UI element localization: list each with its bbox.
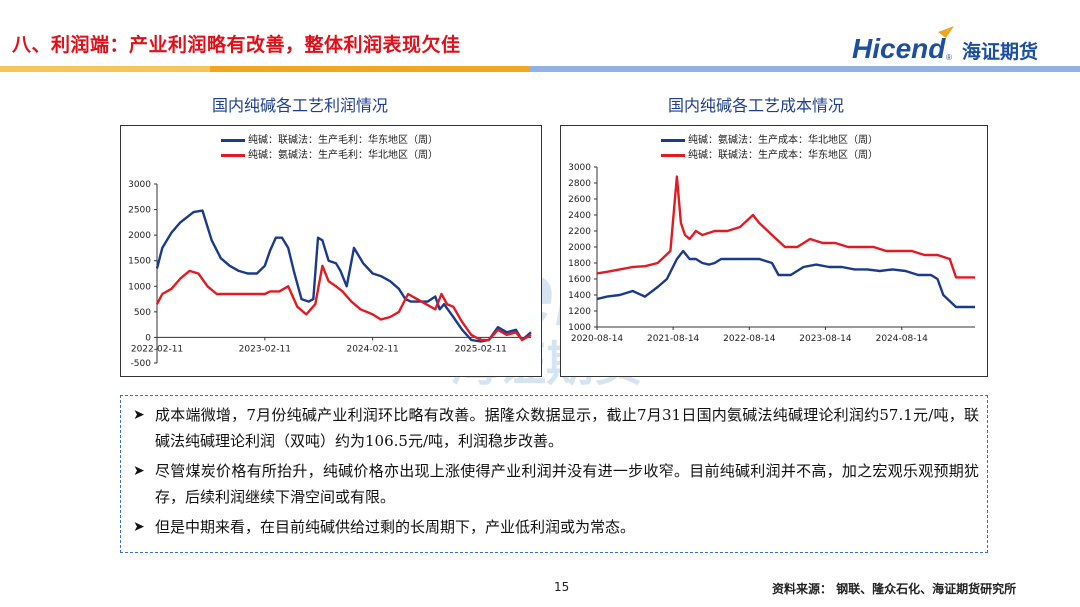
y-tick-label: 2500 <box>128 206 151 216</box>
legend-swatch <box>661 139 685 142</box>
legend-swatch <box>221 154 245 157</box>
legend-swatch <box>661 154 685 157</box>
note-text: 但是中期来看，在目前纯碱供给过剩的长周期下，产业低利润或为常态。 <box>155 518 636 536</box>
legend-label: 纯碱：联碱法：生产成本：华东地区（周） <box>688 150 878 161</box>
chart-title-cost: 国内纯碱各工艺成本情况 <box>668 96 845 115</box>
y-tick-label: -500 <box>131 359 152 369</box>
y-tick-label: 2800 <box>568 179 591 189</box>
legend-label: 纯碱：氨碱法：生产毛利：华北地区（周） <box>248 150 438 161</box>
logo-cn: 海证期货 <box>962 40 1038 63</box>
legend-item: 纯碱：氨碱法：生产成本：华北地区（周） <box>661 133 878 148</box>
y-tick-label: 1600 <box>568 275 591 285</box>
x-tick-label: 2024-02-11 <box>346 344 398 354</box>
cost-chart: 纯碱：氨碱法：生产成本：华北地区（周） 纯碱：联碱法：生产成本：华东地区（周） … <box>560 125 988 377</box>
series-line-1 <box>155 209 532 343</box>
note-item: ➤ 成本端微增，7月份纯碱产业利润环比略有改善。据隆众数据显示，截止7月31日国内… <box>129 402 979 454</box>
logo-text: Hicend <box>852 33 946 64</box>
legend-item: 纯碱：联碱法：生产成本：华东地区（周） <box>661 148 878 163</box>
y-tick-label: 3000 <box>568 163 591 173</box>
legend-label: 纯碱：氨碱法：生产成本：华北地区（周） <box>688 135 878 146</box>
note-text: 尽管煤炭价格有所抬升，纯碱价格亦出现上涨使得产业利润并没有进一步收窄。目前纯碱利… <box>155 462 979 506</box>
y-tick-label: 1500 <box>128 257 151 267</box>
legend-swatch <box>221 139 245 142</box>
arrow-bullet-icon: ➤ <box>133 519 145 535</box>
y-tick-label: 1000 <box>568 323 591 333</box>
x-tick-label: 2023-08-14 <box>799 334 852 344</box>
source-note: 资料来源： 钢联、隆众石化、海证期货研究所 <box>772 582 1017 596</box>
series-line-1 <box>596 249 975 309</box>
x-tick-label: 2024-08-14 <box>876 334 929 344</box>
y-tick-label: 1000 <box>128 282 151 292</box>
y-tick-label: 1800 <box>568 259 591 269</box>
x-tick-label: 2023-02-11 <box>239 344 291 354</box>
x-tick-label: 2025-02-11 <box>455 344 507 354</box>
hicend-logo: Hicend ® 海证期货 <box>852 26 1038 64</box>
cost-chart-legend: 纯碱：氨碱法：生产成本：华北地区（周） 纯碱：联碱法：生产成本：华东地区（周） <box>661 133 878 163</box>
legend-item: 纯碱：联碱法：生产毛利：华东地区（周） <box>221 133 438 148</box>
series-line-2 <box>155 264 532 342</box>
logo-reg: ® <box>946 53 952 62</box>
profit-chart-legend: 纯碱：联碱法：生产毛利：华东地区（周） 纯碱：氨碱法：生产毛利：华北地区（周） <box>221 133 438 163</box>
y-tick-label: 0 <box>145 333 151 343</box>
header-band-gold <box>0 66 210 72</box>
notes-box: ➤ 成本端微增，7月份纯碱产业利润环比略有改善。据隆众数据显示，截止7月31日国内… <box>120 395 988 553</box>
note-item: ➤ 尽管煤炭价格有所抬升，纯碱价格亦出现上涨使得产业利润并没有进一步收窄。目前纯碱… <box>129 458 979 510</box>
y-tick-label: 500 <box>134 308 151 318</box>
cost-chart-plot: 1000 1200 1400 1600 1800 2000 2200 2400 2600 2800… <box>568 163 975 344</box>
chart-title-profit: 国内纯碱各工艺利润情况 <box>212 96 389 115</box>
header-band-light-blue <box>530 66 1080 72</box>
y-tick-label: 2200 <box>568 227 591 237</box>
arrow-bullet-icon: ➤ <box>133 407 145 423</box>
y-tick-label: 1400 <box>568 291 591 301</box>
x-tick-label: 2022-02-11 <box>131 344 183 354</box>
y-tick-label: 2000 <box>568 243 591 253</box>
header-band-orange <box>210 66 530 72</box>
y-tick-label: 1200 <box>568 307 591 317</box>
note-text: 成本端微增，7月份纯碱产业利润环比略有改善。据隆众数据显示，截止7月31日国内氨… <box>155 406 979 450</box>
arrow-bullet-icon: ➤ <box>133 463 145 479</box>
y-tick-label: 3000 <box>128 180 151 190</box>
profit-chart: 纯碱：联碱法：生产毛利：华东地区（周） 纯碱：氨碱法：生产毛利：华北地区（周） … <box>120 125 542 377</box>
logo-swoosh-icon <box>938 26 954 38</box>
y-tick-label: 2600 <box>568 195 591 205</box>
y-tick-label: 2400 <box>568 211 591 221</box>
y-tick-label: 2000 <box>128 231 151 241</box>
legend-item: 纯碱：氨碱法：生产毛利：华北地区（周） <box>221 148 438 163</box>
x-tick-label: 2020-08-14 <box>571 334 624 344</box>
x-tick-label: 2021-08-14 <box>647 334 700 344</box>
page-title: 八、利润端：产业利润略有改善，整体利润表现欠佳 <box>12 34 461 56</box>
legend-label: 纯碱：联碱法：生产毛利：华东地区（周） <box>248 135 438 146</box>
x-tick-label: 2022-08-14 <box>723 334 776 344</box>
profit-chart-plot: -500 0 500 1000 1500 2000 2500 3000 2022-02-11 20… <box>128 180 532 369</box>
series-line-2 <box>596 175 975 279</box>
note-item: ➤ 但是中期来看，在目前纯碱供给过剩的长周期下，产业低利润或为常态。 <box>129 514 979 540</box>
page-number: 15 <box>554 580 570 594</box>
